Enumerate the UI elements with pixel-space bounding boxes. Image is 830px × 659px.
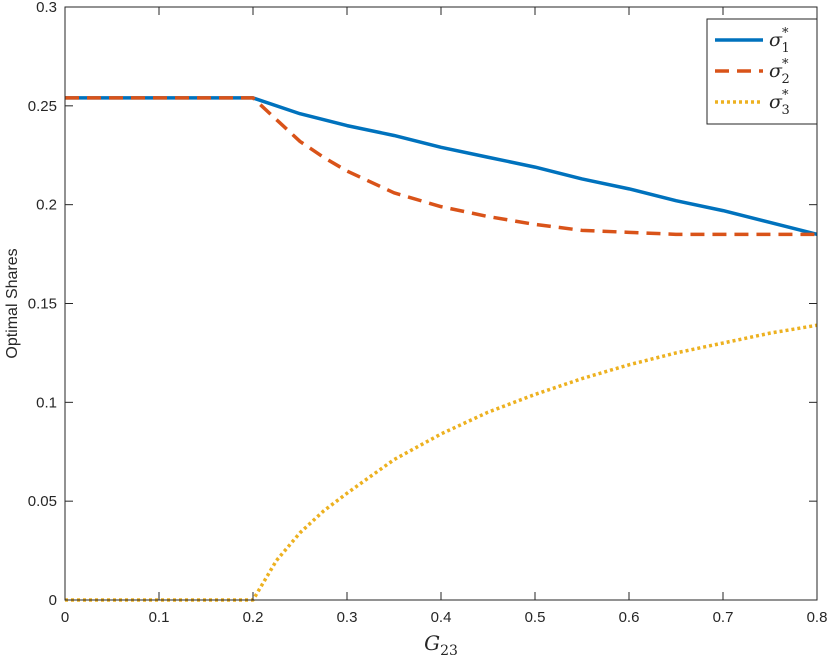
legend-label-3: σ* 3: [769, 88, 790, 118]
x-tick-label: 0.2: [243, 609, 264, 626]
legend-label-subscript: 1: [781, 41, 789, 56]
y-tick-label: 0.2: [36, 197, 57, 214]
x-axis-label: G23: [424, 631, 458, 659]
x-axis-label-main: G: [424, 631, 440, 655]
y-tick-label: 0: [49, 592, 57, 609]
x-axis-label-subscript: 23: [440, 643, 458, 659]
y-axis-label: Optimal Shares: [4, 248, 21, 358]
legend-label-symbol: σ: [769, 29, 783, 51]
legend: σ* 1σ* 2σ* 3: [706, 18, 818, 125]
legend-label-superscript: *: [782, 88, 789, 103]
y-tick-label: 0.15: [28, 296, 57, 313]
legend-label-symbol: σ: [769, 91, 783, 113]
series-line-3: [65, 323, 818, 602]
legend-label-symbol: σ: [769, 60, 783, 82]
x-tick-label: 0.6: [619, 609, 640, 626]
x-tick-label: 0.3: [337, 609, 358, 626]
x-tick-label: 0.1: [149, 609, 170, 626]
legend-label-superscript: *: [782, 57, 789, 72]
ticks-layer: 0 0.1 0.2 0.3 0.4 0.5 0.6 0.7 0.8 0 0.05 0.1 0.15 0.2…: [28, 0, 828, 626]
legend-label-superscript: *: [782, 26, 789, 41]
y-tick-label: 0.1: [36, 394, 57, 411]
series-layer: [65, 96, 818, 602]
series-line-1: [65, 96, 818, 237]
legend-label-subscript: 2: [781, 72, 789, 87]
axes-box: [64, 6, 818, 601]
series-line-2: [65, 96, 817, 237]
y-tick-label: 0.05: [28, 493, 57, 510]
x-tick-label: 0.4: [431, 609, 452, 626]
y-tick-label: 0.3: [36, 0, 57, 16]
x-tick-label: 0: [61, 609, 69, 626]
legend-items: σ* 1σ* 2σ* 3: [715, 26, 790, 118]
x-tick-label: 0.7: [713, 609, 734, 626]
y-tick-label: 0.25: [28, 98, 57, 115]
legend-label-subscript: 3: [781, 103, 789, 118]
x-tick-label: 0.8: [807, 609, 828, 626]
legend-label-2: σ* 2: [769, 57, 790, 87]
x-tick-label: 0.5: [525, 609, 546, 626]
legend-label-1: σ* 1: [769, 26, 790, 56]
